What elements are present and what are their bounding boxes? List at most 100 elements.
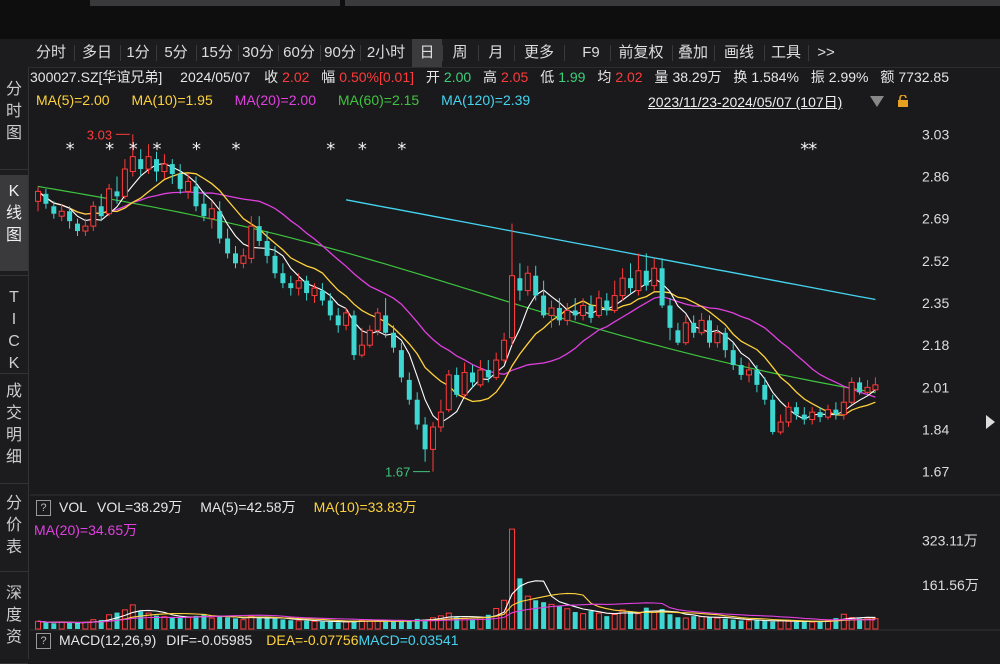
volume-bar — [374, 620, 381, 630]
volume-bar — [698, 616, 705, 630]
volume-bar — [754, 620, 760, 629]
candle-body — [304, 280, 310, 294]
sidebar-divider — [0, 169, 28, 170]
volume-legend: ? VOL VOL=38.29万 MA(5)=42.58万 MA(10)=33.83万 … — [30, 497, 1000, 540]
volume-bar — [422, 619, 428, 629]
scroll-right-icon[interactable] — [986, 415, 995, 429]
low-value: 1.99 — [558, 69, 586, 85]
period-tab[interactable]: 叠加 — [677, 44, 708, 61]
candle-body — [145, 156, 152, 170]
candle-body — [374, 312, 381, 331]
candle-body — [738, 365, 744, 375]
volume-bar — [777, 620, 784, 630]
candle-body — [572, 310, 578, 316]
period-tab[interactable]: 5分 — [164, 44, 188, 61]
candle-body — [817, 412, 823, 418]
volume-bar — [707, 617, 712, 629]
period-tab[interactable]: 分时 — [35, 44, 66, 61]
candle-body — [90, 205, 97, 227]
volume-bar — [817, 621, 823, 629]
period-tab[interactable]: 15分 — [201, 44, 233, 61]
volume-bar — [556, 606, 562, 629]
period-tab[interactable]: 30分 — [242, 44, 274, 61]
candle-body — [793, 407, 799, 415]
candle-body — [493, 359, 500, 378]
period-tab[interactable]: 多日 — [81, 44, 112, 61]
sidebar-tab[interactable]: 深度资 — [5, 585, 22, 646]
star-marker: * — [192, 139, 201, 160]
period-tab[interactable]: 60分 — [283, 44, 315, 61]
max-price-label: 3.03 — [87, 127, 112, 142]
candle-body — [864, 386, 871, 393]
volume-bar — [82, 621, 89, 630]
volume-ma10-line — [37, 592, 876, 623]
volume-bar — [864, 617, 871, 630]
sidebar-tab[interactable]: 分价表 — [5, 495, 22, 556]
lock-icon[interactable] — [897, 95, 909, 107]
period-tab[interactable]: 工具 — [770, 44, 801, 61]
candle-body — [114, 191, 120, 197]
period-tab[interactable]: F9 — [582, 44, 600, 61]
period-tab[interactable]: 周 — [452, 44, 468, 61]
candle-body — [295, 280, 302, 289]
volume-bar — [406, 620, 412, 629]
period-tab[interactable]: 月 — [488, 44, 504, 61]
candle-body — [414, 399, 420, 425]
volume-bar — [366, 620, 373, 630]
price-tick-label: 1.67 — [922, 464, 949, 480]
close-label: 收 — [264, 69, 279, 85]
period-tab[interactable]: 画线 — [723, 44, 754, 61]
volume-bar — [240, 619, 247, 630]
candle-body — [461, 371, 468, 396]
volume-bar — [548, 603, 555, 630]
volume-indicator-name[interactable]: VOL — [59, 499, 88, 515]
volume-help-icon[interactable]: ? — [36, 500, 51, 517]
period-tab[interactable]: 更多 — [523, 44, 554, 61]
macd-indicator-name[interactable]: MACD(12,26,9) — [59, 632, 157, 648]
titlebar-tab[interactable] — [90, 0, 340, 6]
volume-bar — [280, 619, 286, 629]
amount-label: 额 — [880, 69, 895, 85]
candle-body — [746, 369, 752, 376]
period-tab[interactable]: >> — [817, 44, 835, 61]
volume-bar — [848, 617, 855, 630]
candle-body — [264, 240, 270, 256]
volume-bar — [533, 600, 539, 629]
volume-bar — [580, 613, 587, 630]
dropdown-triangle-icon[interactable] — [870, 96, 884, 107]
volume-bar — [588, 610, 594, 629]
stock-code: 300027.SZ[华谊兄弟] — [30, 69, 163, 85]
period-tab[interactable]: 1分 — [126, 44, 150, 61]
macd-legend: ? MACD(12,26,9) DIF=-0.05985 DEA=-0.07756MA… — [30, 632, 459, 650]
macd-help-icon[interactable]: ? — [36, 633, 51, 650]
period-tab[interactable]: 90分 — [324, 44, 356, 61]
volume-bar — [208, 617, 215, 630]
candle-body — [43, 193, 49, 204]
low-label: 低 — [540, 69, 555, 85]
sidebar-divider — [0, 373, 28, 374]
volume-bar — [809, 621, 816, 630]
volume-bar — [840, 613, 847, 630]
period-tab[interactable]: 2小时 — [366, 44, 406, 61]
period-tab[interactable]: 日 — [412, 39, 442, 67]
star-marker: * — [105, 139, 114, 160]
volume-bar — [145, 612, 152, 630]
candle-body — [477, 369, 484, 386]
volume-bar — [288, 620, 294, 629]
date-range-selector[interactable]: 2023/11/23-2024/05/07 (107日) — [648, 94, 843, 110]
candle-body — [406, 379, 412, 400]
sidebar-tab[interactable]: 成交明细 — [5, 383, 22, 466]
volume-bar — [564, 608, 571, 630]
volume-bar — [643, 607, 649, 629]
sidebar-tab[interactable]: 分时图 — [5, 81, 22, 142]
volume-bar — [738, 620, 744, 629]
candle-body — [651, 267, 658, 287]
volume-bar — [691, 616, 697, 629]
titlebar-tab[interactable] — [345, 0, 1000, 6]
candle-body — [533, 275, 539, 296]
candle-body — [319, 290, 325, 301]
period-tab[interactable]: 前复权 — [618, 44, 664, 61]
